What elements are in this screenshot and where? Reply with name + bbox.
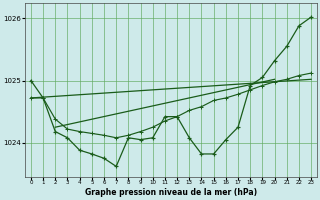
X-axis label: Graphe pression niveau de la mer (hPa): Graphe pression niveau de la mer (hPa): [85, 188, 257, 197]
